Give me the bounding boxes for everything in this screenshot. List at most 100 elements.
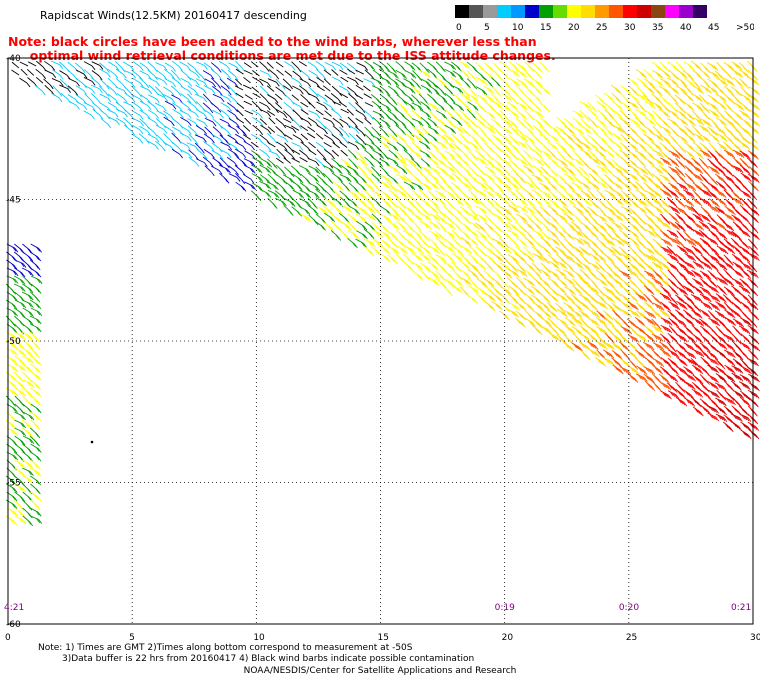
wind-barb [267,146,272,152]
wind-barb [153,67,158,72]
wind-barb [148,89,153,95]
wind-barb [289,84,293,90]
wind-barb [739,73,744,79]
wind-barb [738,105,743,110]
wind-barb [678,97,682,102]
wind-barb [298,85,307,92]
wind-barb [440,105,445,111]
wind-barb [241,179,246,184]
wind-barb [512,202,516,208]
wind-barb [363,93,372,99]
wind-barb [259,148,268,155]
wind-barb [506,95,511,101]
wind-barb [504,200,509,205]
wind-barb [195,78,205,83]
wind-barb [259,101,268,107]
wind-barb [203,154,208,160]
wind-barb [410,161,415,166]
wind-barb [719,199,724,205]
wind-barb [90,92,98,100]
wind-barb [569,185,574,191]
wind-barb [400,186,404,191]
wind-barb [536,159,541,164]
wind-barb [666,192,670,197]
wind-barb [272,178,277,184]
wind-barb [488,147,493,152]
wind-barb [92,109,101,116]
wind-barb [326,208,331,214]
wind-barb [544,129,549,135]
wind-barb [366,176,371,181]
wind-barb [259,93,267,101]
wind-barb [698,153,702,158]
wind-barb [242,145,247,151]
wind-barb [425,72,429,78]
wind-barb [492,114,497,120]
wind-barb [555,129,560,135]
wind-barb [251,86,260,93]
wind-barb [409,184,414,190]
wind-barb [528,162,532,168]
wind-barb [714,136,718,142]
wind-barb [402,145,406,151]
wind-barb [324,61,334,67]
wind-barb [678,183,683,189]
wind-barb [497,138,501,143]
wind-barb [250,178,255,184]
wind-barb [259,61,267,68]
wind-barb [378,153,383,158]
wind-barb [651,83,656,89]
wind-barb [725,175,729,181]
wind-barb [58,97,63,103]
wind-barb [443,179,448,184]
wind-barb [648,201,653,206]
wind-barb [267,193,272,198]
wind-barb [579,145,584,151]
wind-barb [430,152,435,158]
wind-barb [297,184,301,190]
wind-barb [668,193,672,198]
wind-barb [548,153,552,159]
wind-barb [535,80,540,85]
wind-barb [697,96,701,102]
wind-barb [465,210,469,215]
wind-barb [228,117,237,124]
wind-barb [746,176,750,181]
wind-barb [204,165,212,173]
wind-barb [544,185,549,191]
wind-barb [91,114,95,120]
wind-barb [355,118,364,124]
wind-barb [712,65,717,70]
wind-barb [234,148,244,155]
wind-barb [666,113,671,119]
wind-barb [718,168,723,173]
wind-barb [606,168,611,174]
wind-barb [163,86,172,93]
wind-barb [419,137,423,143]
wind-barb [227,94,236,101]
wind-barb [465,96,470,101]
wind-barb [706,138,711,143]
wind-barb [147,133,157,139]
wind-barb [656,80,660,86]
wind-barb [736,90,740,96]
wind-barb [139,139,144,144]
wind-barb [609,152,614,158]
wind-barb [723,97,728,103]
wind-barb [515,178,519,184]
wind-barb [712,88,717,94]
wind-barb [400,137,405,142]
wind-barb [147,109,156,115]
wind-barb [569,161,574,167]
wind-barb [465,201,470,207]
wind-barb [527,137,532,142]
wind-barb [358,153,363,159]
wind-barb [726,144,731,149]
wind-barb [27,61,37,67]
wind-barb [673,161,678,166]
wind-barbs [5,60,760,527]
wind-barb [472,105,477,110]
wind-barb [617,144,622,150]
wind-barb [398,201,403,206]
wind-barb [696,152,700,157]
